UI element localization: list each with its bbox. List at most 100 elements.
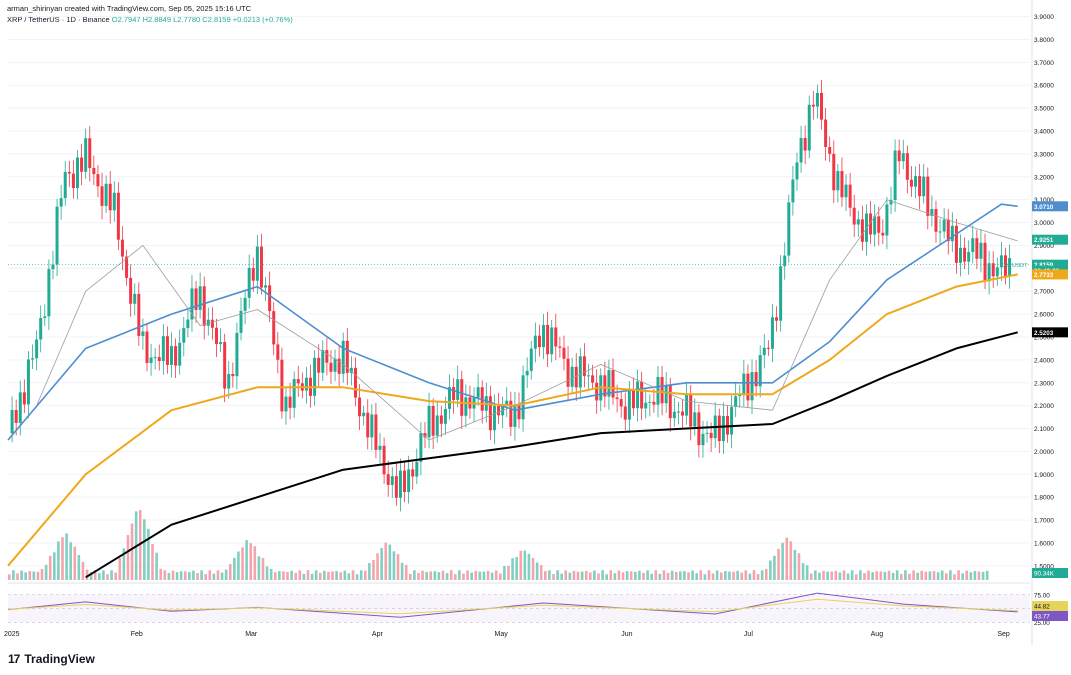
candle-body bbox=[869, 213, 873, 235]
price-tick-label: 2.5000 bbox=[1034, 334, 1054, 341]
candle-body bbox=[975, 238, 979, 259]
volume-bar bbox=[204, 574, 207, 580]
candle-body bbox=[104, 183, 108, 206]
candle-body bbox=[255, 246, 259, 281]
candle-body bbox=[26, 359, 30, 405]
candle-body bbox=[897, 150, 901, 162]
candle-body bbox=[959, 247, 963, 263]
candle-body bbox=[762, 347, 766, 356]
volume-bar bbox=[949, 570, 952, 580]
candle-body bbox=[717, 415, 721, 442]
volume-bar bbox=[233, 557, 236, 580]
volume-bar bbox=[724, 570, 727, 580]
candle-body bbox=[317, 357, 321, 373]
volume-bar bbox=[940, 570, 944, 580]
volume-bar bbox=[102, 570, 105, 580]
symbol-line: XRP / TetherUS · 1D · Binance O2.7947 H2… bbox=[7, 14, 293, 25]
chart-header: arman_shirinyan created with TradingView… bbox=[7, 3, 293, 25]
candle-body bbox=[893, 150, 897, 200]
candle-body bbox=[967, 252, 971, 262]
volume-bar bbox=[114, 572, 117, 580]
volume-bar bbox=[593, 570, 596, 580]
volume-bar bbox=[589, 572, 592, 580]
price-tick-label: 1.5000 bbox=[1034, 563, 1054, 570]
volume-bar bbox=[752, 570, 756, 580]
candle-body bbox=[202, 286, 206, 326]
volume-bar bbox=[499, 573, 502, 580]
candle-body bbox=[586, 375, 590, 377]
candle-body bbox=[725, 415, 729, 435]
candle-body bbox=[398, 470, 402, 498]
candle-body bbox=[374, 414, 378, 450]
volume-bar bbox=[343, 570, 347, 580]
candle-body bbox=[165, 336, 169, 365]
volume-bar bbox=[228, 564, 232, 580]
volume-bar bbox=[286, 571, 289, 580]
time-tick-label: Aug bbox=[871, 631, 884, 638]
time-tick-label: 2025 bbox=[4, 631, 20, 638]
volume-bar bbox=[895, 570, 899, 580]
volume-bar bbox=[466, 570, 469, 580]
price-tick-label: 2.9000 bbox=[1034, 243, 1054, 250]
candle-body bbox=[488, 396, 492, 431]
candle-body bbox=[517, 404, 521, 420]
moving-average-ma50 bbox=[7, 203, 1018, 441]
volume-bar bbox=[61, 537, 64, 580]
volume-bar bbox=[57, 541, 60, 580]
candle-body bbox=[96, 174, 100, 187]
volume-bar bbox=[278, 571, 281, 580]
price-tick-label: 3.0000 bbox=[1034, 220, 1054, 227]
volume-bar bbox=[85, 569, 89, 580]
candle-body bbox=[533, 335, 537, 349]
candle-body bbox=[247, 268, 251, 298]
candle-body bbox=[603, 375, 607, 397]
candle-body bbox=[795, 162, 799, 180]
ohlc-values: O2.7947 H2.8849 L2.7780 C2.8159 +0.0213 … bbox=[111, 15, 293, 24]
volume-bar bbox=[449, 570, 453, 580]
volume-bar bbox=[249, 543, 253, 580]
candle-body bbox=[971, 238, 975, 253]
volume-bar bbox=[703, 574, 707, 580]
candle-body bbox=[341, 340, 345, 374]
candle-body bbox=[337, 358, 341, 374]
volume-bar bbox=[560, 573, 563, 580]
volume-bar bbox=[335, 571, 338, 580]
volume-bar bbox=[486, 570, 490, 580]
candle-body bbox=[272, 311, 276, 345]
candle-body bbox=[210, 319, 214, 328]
price-tick-label: 3.6000 bbox=[1034, 83, 1054, 90]
symbol-tag: XRPUSDT bbox=[1000, 263, 1028, 269]
candle-body bbox=[403, 470, 407, 493]
volume-bar bbox=[617, 570, 621, 580]
volume-bar bbox=[928, 571, 932, 580]
volume-bar bbox=[392, 551, 396, 580]
candle-body bbox=[954, 225, 958, 263]
candle-body bbox=[623, 406, 627, 420]
volume-bar bbox=[834, 570, 838, 580]
candle-body bbox=[938, 231, 942, 233]
candle-body bbox=[84, 138, 88, 172]
volume-bar bbox=[531, 557, 535, 580]
candle-body bbox=[537, 335, 541, 348]
candle-body bbox=[497, 405, 501, 416]
volume-bar bbox=[904, 570, 907, 580]
volume-label-text: 90.34K bbox=[1034, 571, 1055, 578]
volume-bar bbox=[93, 570, 97, 580]
candle-body bbox=[848, 184, 852, 208]
moving-average-ma100 bbox=[7, 273, 1018, 567]
price-tick-label: 2.2000 bbox=[1034, 403, 1054, 410]
volume-bar bbox=[372, 559, 375, 580]
candle-body bbox=[219, 342, 223, 345]
volume-bar bbox=[519, 550, 523, 580]
volume-bar bbox=[699, 570, 703, 580]
price-label: 3.0710 bbox=[1032, 201, 1068, 212]
volume-bar bbox=[527, 553, 531, 580]
volume-bar bbox=[40, 568, 44, 580]
candle-body bbox=[71, 173, 75, 189]
volume-bar bbox=[625, 571, 629, 580]
candle-body bbox=[18, 392, 22, 423]
candle-body bbox=[182, 328, 186, 343]
volume-bar bbox=[302, 573, 306, 580]
volume-bar bbox=[384, 542, 388, 580]
